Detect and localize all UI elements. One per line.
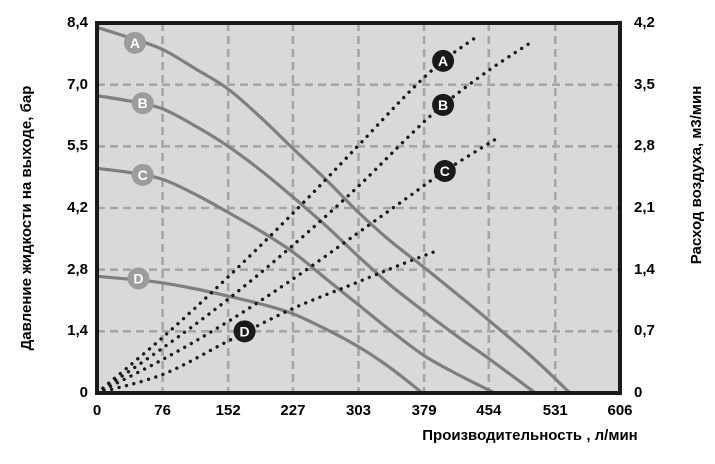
curve-label-text-a: A: [130, 35, 140, 51]
x-tick-label: 0: [92, 402, 102, 419]
curve-d-air-dotted: [95, 250, 436, 395]
curve-label-badge-c-air: [433, 160, 456, 182]
y-right-tick-label: 1,4: [634, 260, 655, 278]
curve-label-text-c-air: C: [440, 163, 450, 179]
x-tick-label: 76: [154, 402, 171, 419]
y-right-tick-label: 0: [634, 384, 643, 401]
x-tick-label: 606: [607, 402, 633, 419]
curve-label-text-b: B: [138, 95, 148, 111]
curve-label-badge-c: [131, 163, 154, 186]
curve-label-badge-b: [131, 92, 154, 115]
curve-b-pressure: [96, 94, 537, 395]
pressure-axis-title: Давление жидкости на выходе, бар: [18, 85, 35, 351]
x-tick-label: 303: [345, 402, 372, 419]
curve-c-air-dotted: [95, 135, 500, 395]
y-left-tick-label: 1,4: [67, 322, 88, 340]
air-flow-axis-title: Расход воздуха, м3/мин: [688, 85, 705, 265]
y-left-tick-label: 4,2: [67, 199, 88, 216]
x-tick-label: 152: [215, 402, 241, 419]
curve-label-badge-b-air: [432, 93, 455, 116]
curve-label-text-c: C: [138, 167, 148, 183]
capacity-axis-title: Производительность , л/мин: [422, 427, 638, 444]
y-right-tick-label: 2,8: [634, 137, 655, 155]
curve-c-pressure: [96, 166, 496, 395]
y-left-tick-label: 2,8: [67, 260, 88, 278]
curve-label-badge-a: [123, 31, 146, 54]
curve-label-text-d-air: D: [240, 323, 250, 339]
curve-label-badge-d: [127, 267, 150, 290]
x-tick-label: 454: [476, 402, 502, 419]
curve-label-text-a-air: A: [438, 53, 448, 69]
curve-d-pressure: [96, 274, 424, 395]
curve-label-text-b-air: B: [438, 97, 448, 113]
y-left-tick-label: 0: [79, 384, 88, 401]
y-left-tick-label: 8,4: [67, 14, 88, 31]
x-tick-label: 379: [411, 402, 437, 419]
curve-label-text-d: D: [133, 270, 143, 286]
y-right-tick-label: 3,5: [634, 75, 655, 93]
plot-border: [95, 21, 622, 395]
y-left-tick-label: 5,5: [67, 137, 88, 155]
y-left-tick-label: 7,0: [67, 75, 88, 93]
y-right-tick-label: 2,1: [634, 199, 655, 216]
curve-label-badge-a-air: [432, 49, 455, 72]
curve-label-badge-d-air: [233, 320, 256, 343]
y-right-tick-label: 0,7: [634, 322, 655, 340]
y-right-tick-label: 4,2: [634, 14, 655, 31]
x-tick-label: 531: [542, 402, 568, 419]
x-tick-label: 227: [280, 402, 306, 419]
